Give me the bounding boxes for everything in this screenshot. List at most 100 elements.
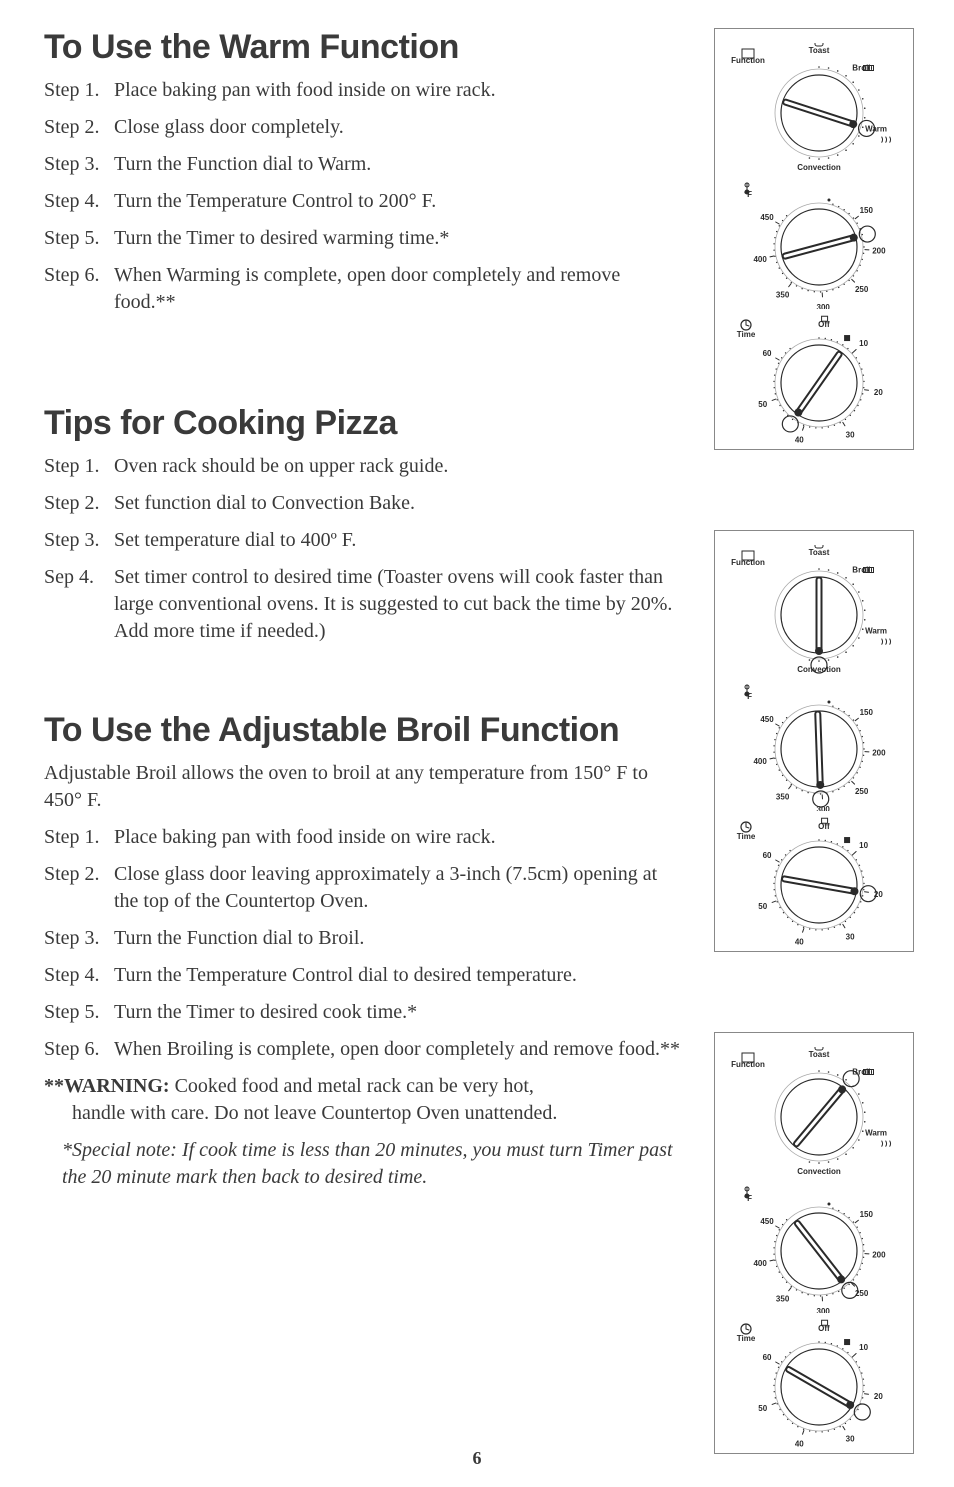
svg-text:10: 10 bbox=[859, 1343, 868, 1352]
timer-dial: Off102030405060Time bbox=[724, 817, 904, 947]
warning-prefix: **WARNING: bbox=[44, 1075, 170, 1097]
step-text: Close glass door leaving approximately a… bbox=[114, 861, 684, 915]
instruction-step: Step 1.Place baking pan with food inside… bbox=[44, 824, 684, 851]
instruction-step: Step 6.When Warming is complete, open do… bbox=[44, 262, 684, 316]
step-label: Step 2. bbox=[44, 490, 114, 517]
broil-intro: Adjustable Broil allows the oven to broi… bbox=[44, 760, 684, 814]
svg-text:200: 200 bbox=[872, 246, 886, 255]
step-label: Step 5. bbox=[44, 225, 114, 252]
svg-text:150: 150 bbox=[860, 1210, 874, 1219]
instruction-step: Step 6.When Broiling is complete, open d… bbox=[44, 1036, 684, 1063]
svg-text:20: 20 bbox=[874, 1392, 883, 1401]
svg-text:450: 450 bbox=[760, 715, 774, 724]
step-text: Turn the Function dial to Broil. bbox=[114, 925, 684, 952]
step-label: Step 1. bbox=[44, 77, 114, 104]
step-label: Sep 4. bbox=[44, 564, 114, 645]
step-label: Step 3. bbox=[44, 151, 114, 178]
step-label: Step 2. bbox=[44, 114, 114, 141]
step-text: Set function dial to Convection Bake. bbox=[114, 490, 684, 517]
svg-text:10: 10 bbox=[859, 841, 868, 850]
step-text: Place baking pan with food inside on wir… bbox=[114, 824, 684, 851]
instruction-step: Step 2.Close glass door leaving approxim… bbox=[44, 861, 684, 915]
instruction-step: Step 4.Turn the Temperature Control to 2… bbox=[44, 188, 684, 215]
svg-text:Time: Time bbox=[737, 832, 756, 841]
svg-text:Convection: Convection bbox=[797, 163, 841, 172]
svg-text:150: 150 bbox=[860, 206, 874, 215]
svg-text:Broil: Broil bbox=[852, 64, 870, 73]
svg-text:Time: Time bbox=[737, 1334, 756, 1343]
svg-text:Toast: Toast bbox=[809, 46, 830, 55]
warning-text: **WARNING: Cooked food and metal rack ca… bbox=[44, 1073, 684, 1127]
step-text: Close glass door completely. bbox=[114, 114, 684, 141]
step-text: Set timer control to desired time (Toast… bbox=[114, 564, 684, 645]
svg-text:40: 40 bbox=[795, 436, 804, 445]
step-text: When Broiling is complete, open door com… bbox=[114, 1036, 684, 1063]
step-label: Step 5. bbox=[44, 999, 114, 1026]
dial-panel-broil: ToastBroilWarmConvectionBakeFunction1502… bbox=[714, 1032, 914, 1454]
svg-text:400: 400 bbox=[753, 255, 767, 264]
step-text: Turn the Temperature Control dial to des… bbox=[114, 962, 684, 989]
svg-text:50: 50 bbox=[758, 902, 767, 911]
heading-broil: To Use the Adjustable Broil Function bbox=[44, 711, 684, 750]
instruction-step: Step 5.Turn the Timer to desired warming… bbox=[44, 225, 684, 252]
svg-text:Toast: Toast bbox=[809, 548, 830, 557]
svg-text:Convection: Convection bbox=[797, 1167, 841, 1176]
svg-text:50: 50 bbox=[758, 1404, 767, 1413]
svg-text:60: 60 bbox=[763, 1353, 772, 1362]
step-text: Turn the Function dial to Warm. bbox=[114, 151, 684, 178]
step-text: Turn the Timer to desired cook time.* bbox=[114, 999, 684, 1026]
heading-warm: To Use the Warm Function bbox=[44, 28, 684, 67]
svg-text:350: 350 bbox=[776, 793, 790, 802]
svg-text:20: 20 bbox=[874, 388, 883, 397]
step-label: Step 4. bbox=[44, 962, 114, 989]
svg-text:450: 450 bbox=[760, 1217, 774, 1226]
instruction-step: Step 2.Close glass door completely. bbox=[44, 114, 684, 141]
svg-text:Warm: Warm bbox=[865, 1129, 887, 1138]
svg-text:Bake: Bake bbox=[809, 674, 829, 675]
svg-text:10: 10 bbox=[859, 339, 868, 348]
svg-text:Bake: Bake bbox=[809, 1176, 829, 1177]
svg-text:150: 150 bbox=[860, 708, 874, 717]
svg-text:300: 300 bbox=[817, 805, 831, 811]
step-label: Step 4. bbox=[44, 188, 114, 215]
svg-text:60: 60 bbox=[763, 349, 772, 358]
svg-text:Warm: Warm bbox=[865, 627, 887, 636]
svg-text:400: 400 bbox=[753, 757, 767, 766]
function-dial: ToastBroilWarmConvectionBakeFunction bbox=[724, 1047, 904, 1177]
svg-text:450: 450 bbox=[760, 213, 774, 222]
svg-text:40: 40 bbox=[795, 1440, 804, 1449]
svg-text:40: 40 bbox=[795, 938, 804, 947]
svg-text:300: 300 bbox=[817, 303, 831, 309]
svg-text:30: 30 bbox=[846, 932, 855, 941]
step-label: Step 1. bbox=[44, 824, 114, 851]
temperature-dial: 150200250300350400450°F bbox=[724, 1183, 904, 1313]
step-label: Step 6. bbox=[44, 262, 114, 316]
step-label: Step 3. bbox=[44, 527, 114, 554]
instruction-step: Step 1.Place baking pan with food inside… bbox=[44, 77, 684, 104]
instruction-step: Step 3.Set temperature dial to 400º F. bbox=[44, 527, 684, 554]
instruction-step: Step 2.Set function dial to Convection B… bbox=[44, 490, 684, 517]
function-dial: ToastBroilWarmConvectionBakeFunction bbox=[724, 43, 904, 173]
svg-text:200: 200 bbox=[872, 1250, 886, 1259]
svg-text:30: 30 bbox=[846, 1434, 855, 1443]
temperature-dial: 150200250300350400450°F bbox=[724, 681, 904, 811]
step-text: Turn the Temperature Control to 200° F. bbox=[114, 188, 684, 215]
svg-text:350: 350 bbox=[776, 1295, 790, 1304]
step-label: Step 6. bbox=[44, 1036, 114, 1063]
svg-text:Time: Time bbox=[737, 330, 756, 339]
svg-text:Toast: Toast bbox=[809, 1050, 830, 1059]
svg-text:Function: Function bbox=[731, 1060, 765, 1069]
step-text: Place baking pan with food inside on wir… bbox=[114, 77, 684, 104]
svg-text:Bake: Bake bbox=[809, 172, 829, 173]
svg-text:30: 30 bbox=[846, 430, 855, 439]
function-dial: ToastBroilWarmConvectionBakeFunction bbox=[724, 545, 904, 675]
timer-dial: Off102030405060Time bbox=[724, 1319, 904, 1449]
instruction-step: Step 3.Turn the Function dial to Warm. bbox=[44, 151, 684, 178]
svg-text:300: 300 bbox=[817, 1307, 831, 1313]
step-label: Step 2. bbox=[44, 861, 114, 915]
instruction-step: Step 3.Turn the Function dial to Broil. bbox=[44, 925, 684, 952]
step-label: Step 3. bbox=[44, 925, 114, 952]
step-text: Set temperature dial to 400º F. bbox=[114, 527, 684, 554]
svg-text:Function: Function bbox=[731, 558, 765, 567]
svg-text:Broil: Broil bbox=[852, 566, 870, 575]
